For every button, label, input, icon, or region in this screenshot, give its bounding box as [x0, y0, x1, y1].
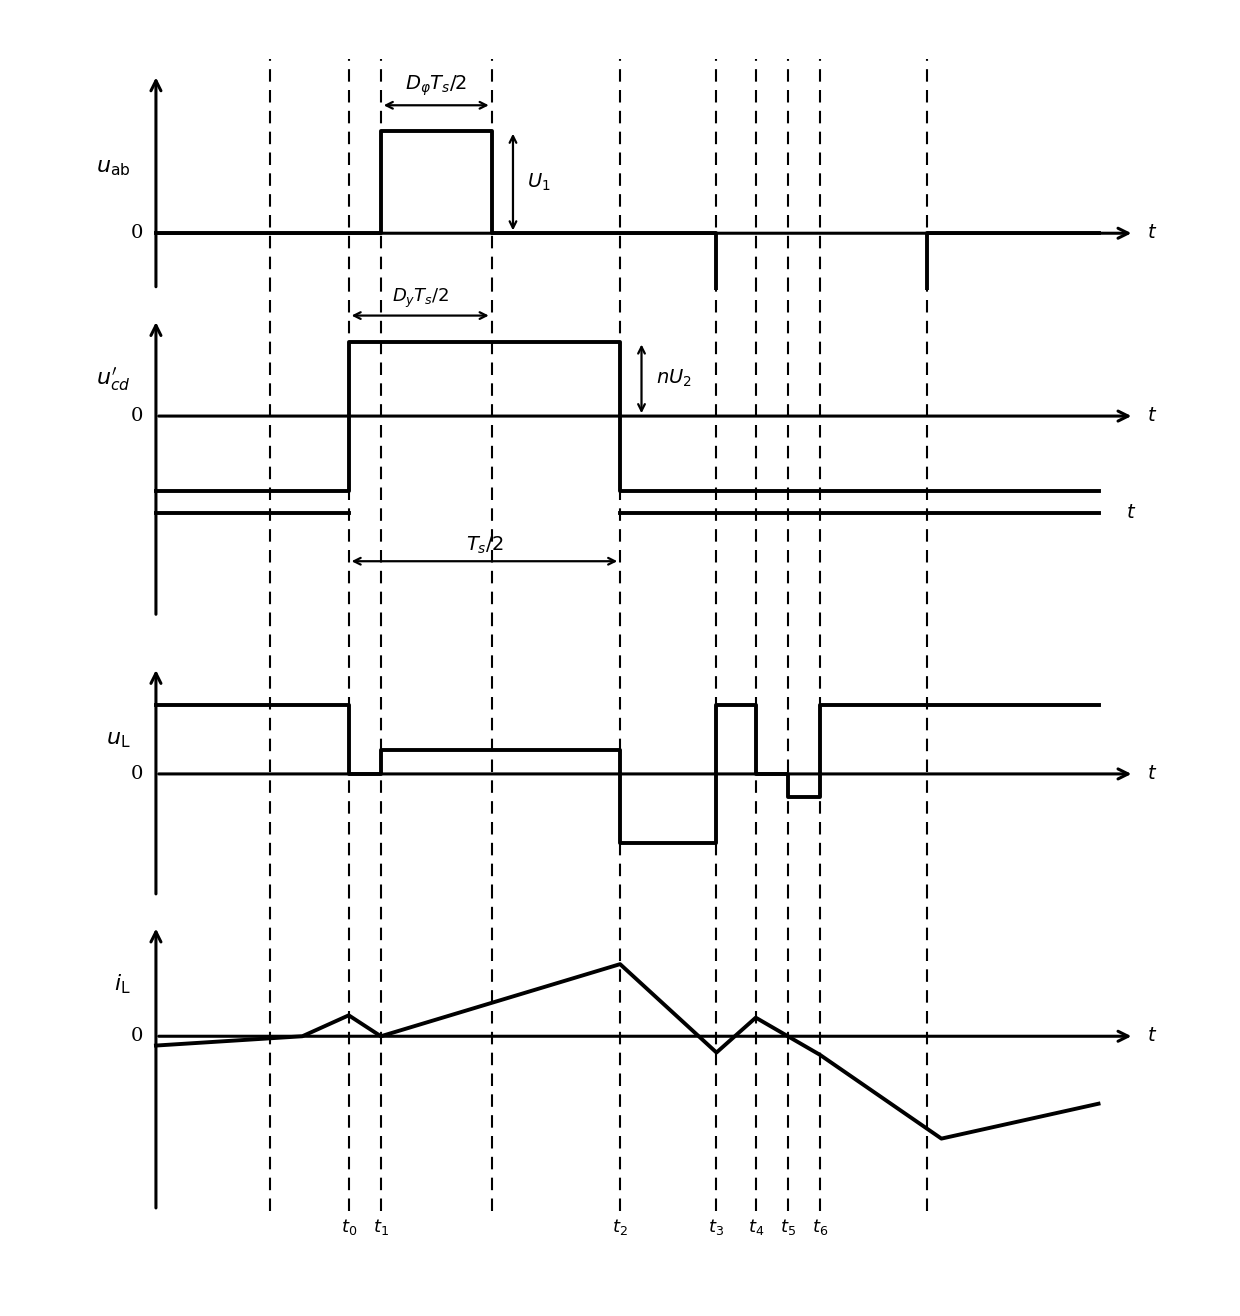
- Text: $t_4$: $t_4$: [748, 1216, 764, 1237]
- Text: $t$: $t$: [1126, 504, 1136, 522]
- Text: $t_3$: $t_3$: [708, 1216, 724, 1237]
- Text: $D_{\varphi}T_s/2$: $D_{\varphi}T_s/2$: [405, 74, 467, 99]
- Text: $i_{\mathrm{L}}$: $i_{\mathrm{L}}$: [114, 973, 131, 996]
- Text: 0: 0: [130, 407, 143, 425]
- Text: $t_5$: $t_5$: [780, 1216, 796, 1237]
- Text: $u_{\mathrm{ab}}$: $u_{\mathrm{ab}}$: [97, 155, 131, 178]
- Text: $t$: $t$: [1147, 765, 1157, 783]
- Text: $t$: $t$: [1147, 407, 1157, 425]
- Text: $t_0$: $t_0$: [341, 1216, 357, 1237]
- Text: $u^{\prime}_{cd}$: $u^{\prime}_{cd}$: [97, 365, 131, 392]
- Text: $t$: $t$: [1147, 1028, 1157, 1045]
- Text: $U_1$: $U_1$: [527, 171, 551, 192]
- Text: 0: 0: [130, 1028, 143, 1045]
- Text: $t$: $t$: [1147, 224, 1157, 242]
- Text: 0: 0: [130, 224, 143, 242]
- Text: $nU_2$: $nU_2$: [656, 368, 692, 390]
- Text: $u_{\mathrm{L}}$: $u_{\mathrm{L}}$: [107, 728, 131, 750]
- Text: $t_6$: $t_6$: [812, 1216, 828, 1237]
- Text: $D_yT_s/2$: $D_yT_s/2$: [392, 287, 449, 311]
- Text: $t_1$: $t_1$: [373, 1216, 389, 1237]
- Text: $t_2$: $t_2$: [613, 1216, 627, 1237]
- Text: 0: 0: [130, 765, 143, 783]
- Text: $T_s/2$: $T_s/2$: [465, 534, 503, 557]
